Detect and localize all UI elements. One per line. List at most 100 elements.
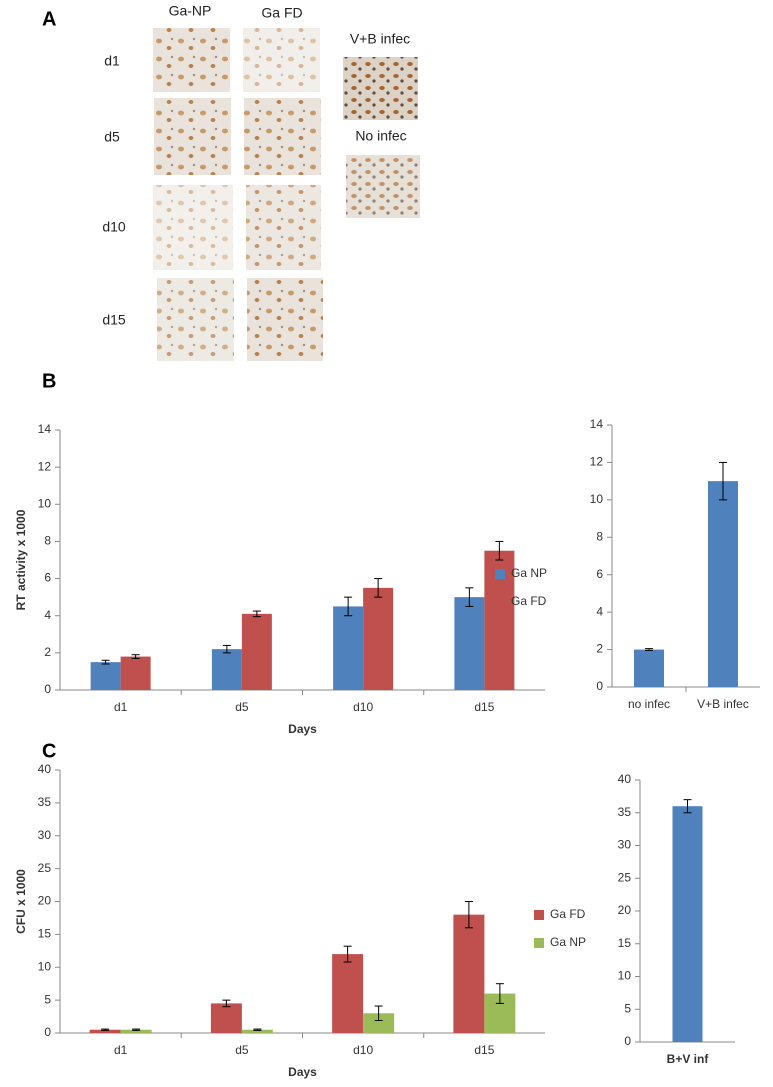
x-tick-label: d10 <box>353 1043 373 1057</box>
x-tick-label: d5 <box>235 1043 249 1057</box>
error-bar <box>132 1028 141 1031</box>
panel-label: B <box>42 370 56 392</box>
bar <box>363 587 394 690</box>
error-bar <box>101 1028 110 1031</box>
error-bar <box>222 999 231 1008</box>
image <box>246 185 321 270</box>
x-tick-label: d10 <box>353 700 373 714</box>
y-tick-label: 10 <box>38 496 52 510</box>
image <box>346 155 420 218</box>
y-tick-label: 14 <box>590 417 604 431</box>
error-bar <box>645 648 653 652</box>
legend-label: Ga FD <box>511 594 547 608</box>
column-header: Ga-NP <box>169 3 212 19</box>
row-label: d15 <box>102 312 126 328</box>
y-tick-label: 25 <box>38 861 52 875</box>
legend-swatch <box>495 569 505 579</box>
error-bar <box>131 654 140 659</box>
y-tick-label: 30 <box>618 838 632 852</box>
legend-swatch <box>495 597 505 607</box>
x-tick-label: no infec <box>628 697 670 711</box>
image <box>153 28 230 92</box>
image <box>157 278 234 361</box>
y-tick-label: 4 <box>596 604 603 618</box>
y-tick-label: 0 <box>44 1025 51 1039</box>
y-axis-label: RT activity x 1000 <box>14 509 28 610</box>
error-bar <box>101 659 110 665</box>
y-tick-label: 5 <box>624 1001 631 1015</box>
y-tick-label: 6 <box>44 571 51 585</box>
x-axis-label: Days <box>288 722 317 736</box>
micrographs <box>153 28 420 361</box>
y-tick-label: 35 <box>38 795 52 809</box>
x-axis-label: Days <box>288 1065 317 1079</box>
x-tick-label: d1 <box>114 700 128 714</box>
y-tick-label: 20 <box>38 894 52 908</box>
column-header: Ga FD <box>261 5 302 21</box>
y-tick-label: 2 <box>596 642 603 656</box>
error-bar <box>465 587 474 607</box>
x-tick-label: V+B infec <box>697 697 749 711</box>
error-bar <box>495 540 504 561</box>
row-label: d1 <box>104 53 120 69</box>
y-tick-label: 8 <box>596 529 603 543</box>
x-tick-label: d1 <box>114 1043 128 1057</box>
y-tick-label: 2 <box>44 645 51 659</box>
image <box>244 98 321 175</box>
y-tick-label: 25 <box>618 870 632 884</box>
row-label: d5 <box>104 129 120 145</box>
bar <box>210 1003 242 1033</box>
error-bar <box>344 596 353 617</box>
y-tick-label: 15 <box>38 927 52 941</box>
bar <box>708 481 738 687</box>
legend-label: Ga NP <box>550 935 586 949</box>
error-bar <box>222 644 231 654</box>
error-bar <box>683 799 692 814</box>
y-tick-label: 8 <box>44 534 51 548</box>
bar <box>454 597 485 690</box>
y-tick-label: 30 <box>38 828 52 842</box>
control-label: No infec <box>355 128 406 144</box>
x-tick-label: d15 <box>474 700 494 714</box>
y-tick-label: 35 <box>618 805 632 819</box>
y-tick-label: 40 <box>618 772 632 786</box>
x-tick-label: d15 <box>474 1043 494 1057</box>
bar <box>332 954 364 1033</box>
legend-label: Ga NP <box>511 566 547 580</box>
image <box>153 185 233 270</box>
image <box>154 98 231 175</box>
x-tick-label: B+V inf <box>667 1052 710 1066</box>
bar <box>634 649 664 687</box>
bar <box>241 1029 273 1033</box>
error-bar <box>374 1005 383 1022</box>
legend-label: Ga FD <box>550 907 586 921</box>
error-bar <box>343 945 352 963</box>
bar <box>120 656 151 690</box>
error-bar <box>252 610 261 618</box>
y-tick-label: 4 <box>44 608 51 622</box>
y-tick-label: 0 <box>44 682 51 696</box>
image <box>343 57 418 120</box>
panel-label: C <box>42 740 56 762</box>
panel-label: A <box>42 8 56 30</box>
y-tick-label: 0 <box>596 679 603 693</box>
bar <box>241 613 272 690</box>
image <box>243 28 320 92</box>
error-bar <box>495 983 504 1004</box>
control-label: V+B infec <box>350 31 410 47</box>
image <box>247 278 323 361</box>
row-label: d10 <box>102 219 126 235</box>
bar <box>453 914 485 1033</box>
legend-swatch <box>534 910 544 920</box>
error-bar <box>374 578 383 598</box>
bar <box>211 649 242 690</box>
bar <box>672 806 703 1042</box>
error-bar <box>253 1028 262 1031</box>
legend-swatch <box>534 938 544 948</box>
y-tick-label: 14 <box>38 422 52 436</box>
y-tick-label: 0 <box>624 1034 631 1048</box>
bar <box>333 606 364 690</box>
y-tick-label: 12 <box>38 459 52 473</box>
x-tick-label: d5 <box>235 700 249 714</box>
